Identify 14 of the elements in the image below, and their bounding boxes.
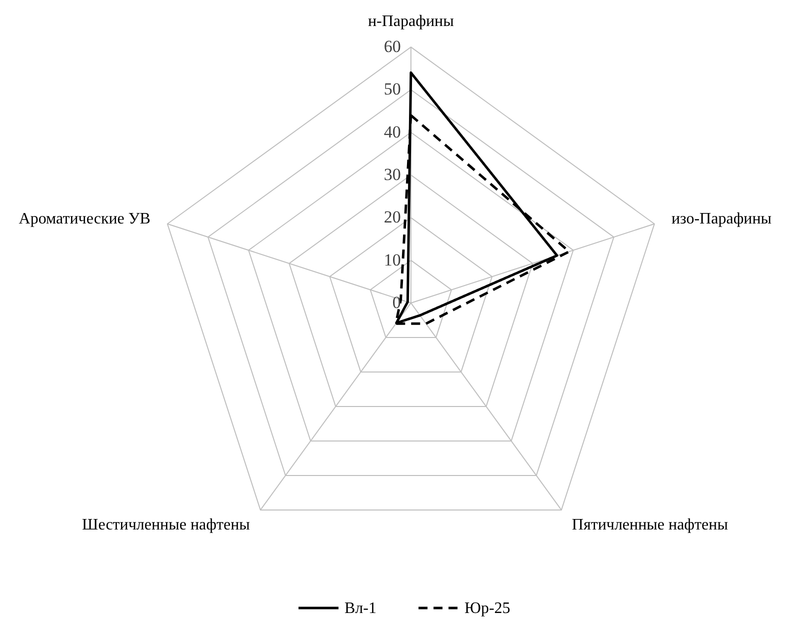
y-tick-label: 10 <box>384 250 401 270</box>
legend-label: Вл-1 <box>344 600 376 617</box>
legend-label: Юр-25 <box>464 600 510 617</box>
spoke-label: изо-Парафины <box>671 210 772 228</box>
spoke-label: Ароматические УВ <box>18 210 150 228</box>
y-tick-label: 20 <box>384 208 401 227</box>
y-tick-label: 30 <box>384 165 401 184</box>
y-tick-label: 60 <box>384 37 401 56</box>
y-tick-label: 50 <box>384 80 401 99</box>
spoke-label: н-Парафины <box>368 13 454 30</box>
spoke-label: Шестичленные нафтены <box>82 516 250 534</box>
y-tick-label: 40 <box>384 122 401 142</box>
y-tick-label: 0 <box>392 292 401 312</box>
spoke-label: Пятичленные нафтены <box>572 516 728 534</box>
